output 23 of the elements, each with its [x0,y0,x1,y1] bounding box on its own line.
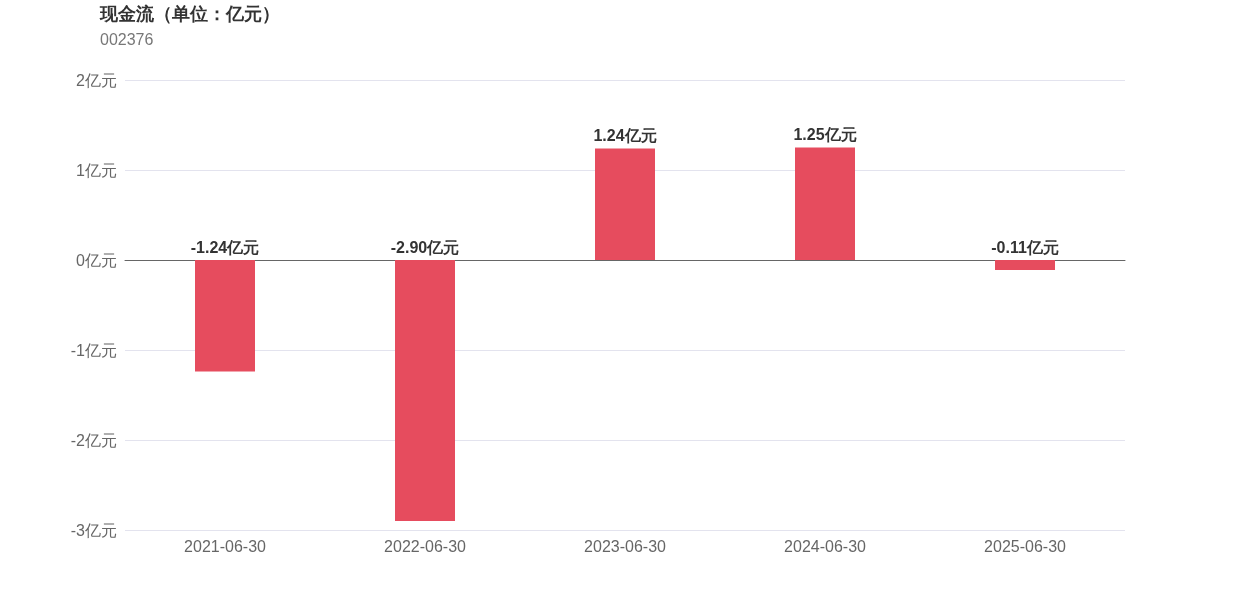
data-label: -0.11亿元 [991,238,1059,256]
chart-subtitle: 002376 [100,30,154,48]
x-tick-label: 2021-06-30 [184,537,267,555]
data-label: -1.24亿元 [190,238,260,256]
bar [195,260,255,372]
chart-title: 现金流（单位：亿元） [99,4,280,24]
y-tick-label: 1亿元 [76,161,117,179]
bar [795,147,855,260]
x-tick-label: 2022-06-30 [384,537,467,555]
y-tick-label: 2亿元 [76,71,117,89]
y-tick-label: 0亿元 [76,251,117,269]
y-tick-label: -3亿元 [70,521,117,539]
y-tick-label: -1亿元 [70,341,117,359]
x-tick-label: 2025-06-30 [984,537,1067,555]
bar [395,260,455,521]
bar [595,148,655,260]
data-label: 1.24亿元 [593,126,657,144]
y-tick-label: -2亿元 [70,431,117,449]
data-label: -2.90亿元 [390,238,460,256]
x-tick-label: 2023-06-30 [584,537,667,555]
x-tick-label: 2024-06-30 [784,537,867,555]
bar [995,260,1055,270]
data-label: 1.25亿元 [793,126,857,143]
